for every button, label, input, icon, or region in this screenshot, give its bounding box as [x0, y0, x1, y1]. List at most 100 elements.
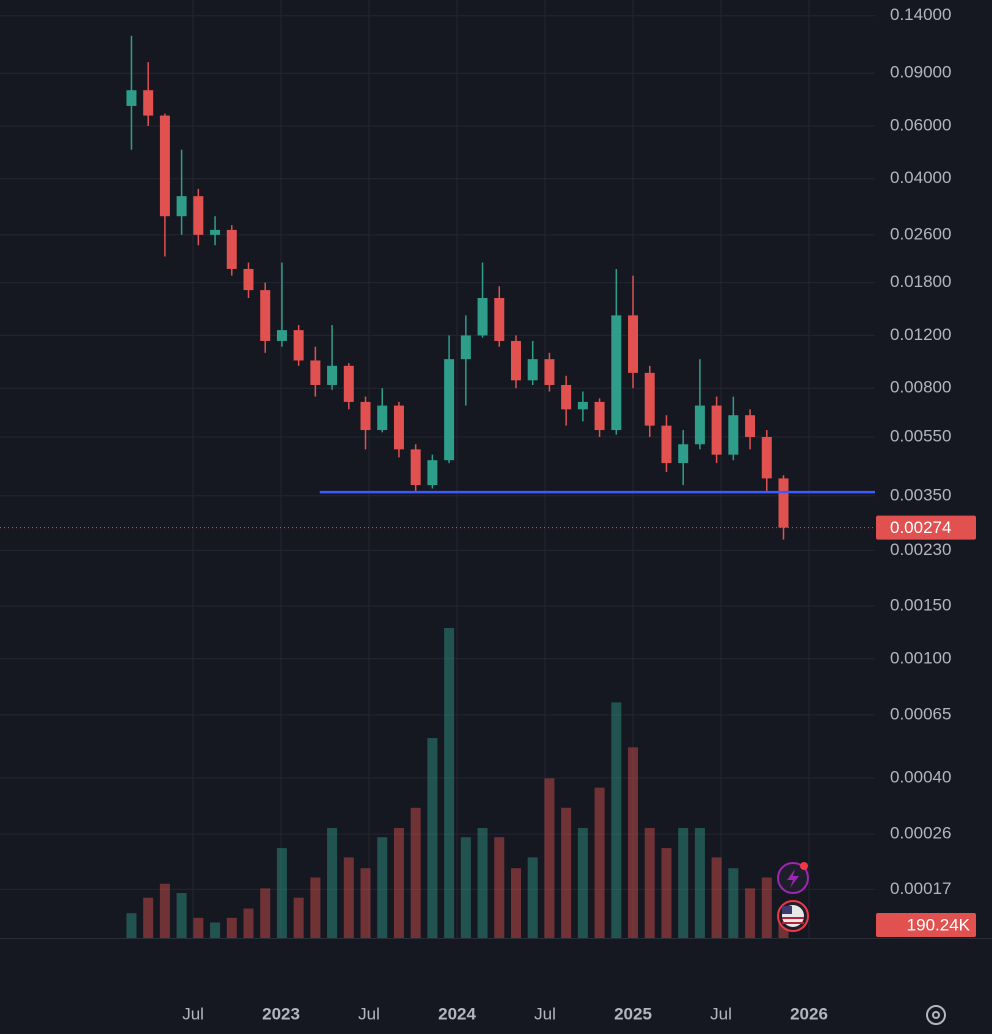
- x-tick-label: 2026: [790, 1004, 828, 1023]
- y-tick-label: 0.06000: [890, 115, 951, 134]
- candle-body: [728, 415, 739, 455]
- candle-body: [126, 90, 137, 106]
- axes: 0.14000 0.09000 0.06000 0.04000 0.02600 0.018…: [182, 5, 976, 1023]
- settings-button[interactable]: [926, 1005, 946, 1025]
- volume-bar: [728, 868, 739, 938]
- volume-bar: [410, 807, 421, 938]
- y-tick-label: 0.01800: [890, 272, 951, 291]
- y-tick-label: 0.00017: [890, 879, 951, 898]
- candle-body: [694, 405, 705, 445]
- candle-body: [360, 401, 371, 431]
- volume-bar: [510, 868, 521, 938]
- flag-stripe: [782, 922, 804, 924]
- y-tick-label: 0.00026: [890, 824, 951, 843]
- candle-body: [544, 359, 555, 385]
- volume-pane: [126, 628, 789, 938]
- volume-bar: [226, 917, 237, 938]
- y-tick-label: 0.01200: [890, 325, 951, 344]
- candle-body: [460, 335, 471, 360]
- volume-bar: [126, 913, 137, 938]
- volume-bar: [310, 877, 321, 938]
- candle-body: [611, 315, 622, 431]
- volume-bar: [745, 888, 756, 938]
- y-tick-label: 0.00065: [890, 704, 951, 723]
- candle-body: [176, 196, 187, 217]
- candle-body: [410, 449, 421, 486]
- alert-dot: [800, 862, 808, 870]
- candle-body: [494, 297, 505, 341]
- y-tick-label: 0.00040: [890, 768, 951, 787]
- candle-body: [477, 297, 488, 336]
- candle-body: [711, 405, 722, 455]
- candle-body: [327, 365, 338, 385]
- last-volume-tag: [876, 913, 976, 937]
- volume-bar: [577, 827, 588, 938]
- grid: [0, 0, 875, 938]
- candle-body: [260, 290, 271, 341]
- x-tick-label: 2025: [614, 1004, 652, 1023]
- last-price-label: 0.00274: [890, 518, 951, 537]
- y-tick-label: 0.09000: [890, 63, 951, 82]
- gear-ring: [926, 1005, 946, 1025]
- y-tick-label: 0.00800: [890, 378, 951, 397]
- candle-body: [393, 405, 404, 450]
- volume-bar: [594, 787, 605, 938]
- x-tick-label: Jul: [358, 1004, 380, 1023]
- volume-bar: [176, 893, 187, 938]
- candle-body: [193, 196, 204, 235]
- candle-body: [644, 372, 655, 426]
- volume-bar: [694, 827, 705, 938]
- y-tick-label: 0.04000: [890, 168, 951, 187]
- candle-body: [243, 268, 254, 291]
- volume-bar: [193, 917, 204, 938]
- y-tick-label: 0.14000: [890, 5, 951, 24]
- volume-bar: [327, 827, 338, 938]
- candle-body: [210, 229, 221, 235]
- volume-bar: [477, 827, 488, 938]
- candle-body: [377, 405, 388, 431]
- y-tick-label: 0.00550: [890, 426, 951, 445]
- candle-body: [678, 444, 689, 464]
- candle-body: [510, 340, 521, 381]
- flag-stripe: [782, 917, 804, 919]
- volume-bar: [544, 778, 555, 938]
- volume-bar: [561, 807, 572, 938]
- candle-body: [143, 90, 154, 116]
- volume-bar: [293, 897, 304, 938]
- candle-body: [159, 115, 170, 217]
- candle-body: [226, 229, 237, 269]
- lightning-glyph: [787, 869, 799, 888]
- price-pane: [0, 35, 875, 540]
- x-tick-label: 2024: [438, 1004, 476, 1023]
- volume-bar: [661, 848, 672, 938]
- last-volume-label: 190.24K: [907, 915, 971, 934]
- volume-bar: [761, 877, 772, 938]
- candle-body: [527, 359, 538, 381]
- y-tick-label: 0.00150: [890, 596, 951, 615]
- last-price-tag: [876, 515, 976, 540]
- volume-bar: [444, 628, 455, 938]
- volume-bar: [143, 897, 154, 938]
- volume-bar: [260, 888, 271, 938]
- x-tick-label: Jul: [710, 1004, 732, 1023]
- candle-body: [745, 415, 756, 437]
- volume-bar: [460, 837, 471, 938]
- volume-bar: [393, 827, 404, 938]
- volume-bar: [628, 747, 639, 938]
- gear-hub: [932, 1011, 940, 1019]
- y-tick-label: 0.00350: [890, 485, 951, 504]
- candle-body: [310, 360, 321, 385]
- volume-bar: [159, 883, 170, 938]
- candle-body: [594, 401, 605, 431]
- y-tick-label: 0.02600: [890, 224, 951, 243]
- volume-bar: [276, 848, 287, 938]
- x-tick-label: Jul: [534, 1004, 556, 1023]
- candle-body: [427, 460, 438, 486]
- volume-bar: [343, 857, 354, 938]
- candle-body: [343, 365, 354, 402]
- candle-body: [761, 436, 772, 479]
- candle-body: [778, 478, 789, 528]
- x-tick-label: 2023: [262, 1004, 300, 1023]
- candle-body: [628, 315, 639, 373]
